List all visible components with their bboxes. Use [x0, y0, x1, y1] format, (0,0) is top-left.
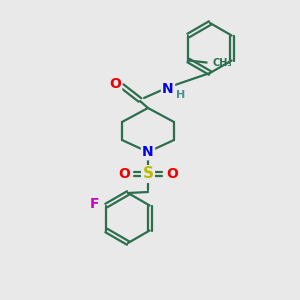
Text: CH₃: CH₃ — [212, 58, 232, 68]
Text: H: H — [176, 90, 186, 100]
Text: N: N — [142, 145, 154, 159]
Text: S: S — [142, 167, 154, 182]
Text: O: O — [166, 167, 178, 181]
Text: O: O — [109, 77, 121, 91]
Text: F: F — [90, 196, 99, 211]
Text: N: N — [162, 82, 174, 96]
Text: O: O — [118, 167, 130, 181]
